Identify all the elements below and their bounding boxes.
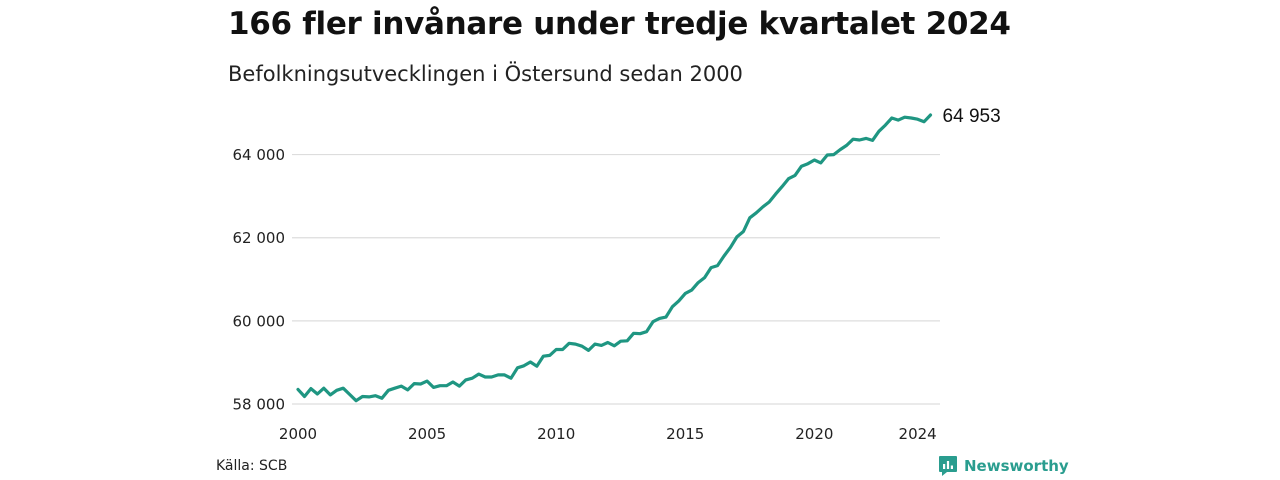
series-layer — [296, 113, 933, 403]
x-tick-label: 2010 — [537, 425, 575, 443]
x-tick-label: 2005 — [408, 425, 446, 443]
chart-subtitle: Befolkningsutvecklingen i Östersund seda… — [228, 62, 743, 86]
y-tick-label: 64 000 — [233, 146, 286, 164]
x-axis: 2000 2005 2010 2015 2020 2024 — [279, 425, 937, 443]
x-tick-label: 2015 — [666, 425, 704, 443]
brand-name: Newsworthy — [964, 457, 1069, 475]
series-line — [296, 113, 933, 403]
y-axis: 58 000 60 000 62 000 64 000 — [233, 146, 286, 413]
x-tick-label: 2024 — [899, 425, 937, 443]
source-note: Källa: SCB — [216, 458, 288, 474]
x-tick-label: 2020 — [795, 425, 833, 443]
newsworthy-logo-icon — [939, 456, 957, 476]
chart-title: 166 fler invånare under tredje kvartalet… — [228, 6, 1011, 42]
y-tick-label: 62 000 — [233, 229, 286, 247]
label-layer: 64 953 — [943, 106, 1001, 127]
y-tick-label: 60 000 — [233, 312, 286, 330]
x-tick-label: 2000 — [279, 425, 317, 443]
end-value-label: 64 953 — [943, 106, 1001, 127]
grid-lines — [292, 153, 940, 405]
y-tick-label: 58 000 — [233, 396, 286, 414]
newsworthy-brand-link[interactable]: Newsworthy — [938, 455, 1069, 477]
